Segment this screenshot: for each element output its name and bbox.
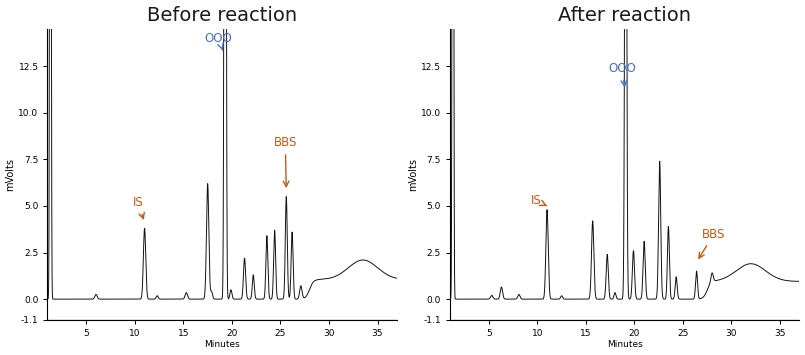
Text: BBS: BBS [699, 228, 726, 258]
Text: BBS: BBS [274, 136, 297, 187]
Text: OOO: OOO [609, 62, 636, 86]
Title: Before reaction: Before reaction [147, 6, 297, 24]
Text: OOO: OOO [204, 32, 233, 50]
X-axis label: Minutes: Minutes [204, 340, 240, 349]
Text: IS: IS [530, 194, 547, 207]
Title: After reaction: After reaction [558, 6, 691, 24]
X-axis label: Minutes: Minutes [607, 340, 642, 349]
Text: IS: IS [133, 196, 144, 219]
Y-axis label: mVolts: mVolts [6, 158, 15, 191]
Y-axis label: mVolts: mVolts [408, 158, 418, 191]
